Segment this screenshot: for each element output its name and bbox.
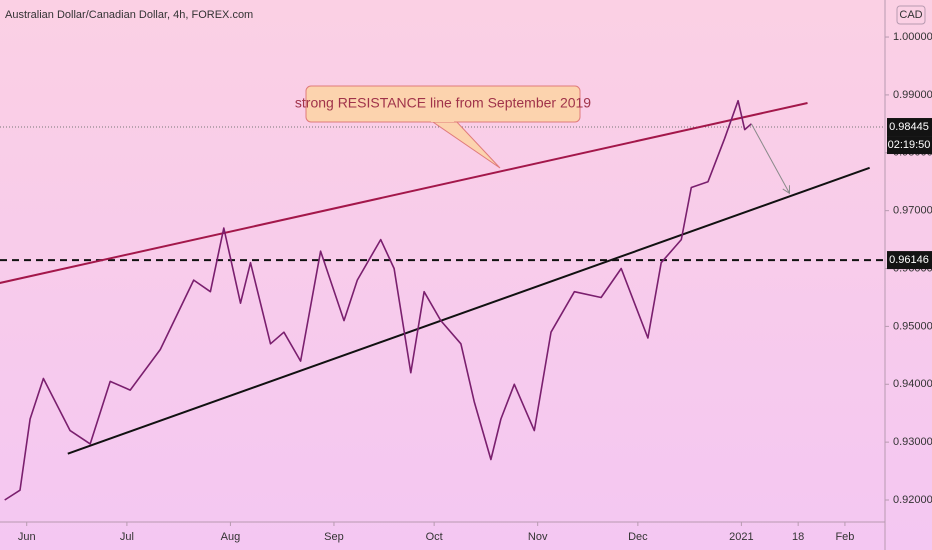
y-tick-label: 0.95000 xyxy=(893,320,932,332)
x-tick-label: Aug xyxy=(221,531,241,543)
x-tick-label: Nov xyxy=(528,531,548,543)
annotation: strong RESISTANCE line from September 20… xyxy=(295,95,591,111)
x-tick-label: 18 xyxy=(792,531,804,543)
y-tick-label: 1.00000 xyxy=(893,31,932,43)
currency-box xyxy=(896,5,926,25)
y-tick-label: 0.92000 xyxy=(893,494,932,506)
y-tick-label: 0.94000 xyxy=(893,378,932,390)
x-tick-label: Dec xyxy=(628,531,648,543)
price-line-series xyxy=(4,99,752,501)
x-tick-label: Sep xyxy=(324,531,344,543)
price-label-box xyxy=(887,251,932,270)
y-tick-label: 0.97000 xyxy=(893,205,932,217)
countdown-box xyxy=(887,136,932,155)
price-label: 0.98445 xyxy=(889,121,929,133)
y-tick-label: 0.99000 xyxy=(893,89,932,101)
x-tick-label: 2021 xyxy=(729,531,753,543)
trend-line xyxy=(67,166,870,455)
price-label: 0.96146 xyxy=(889,254,929,266)
y-axis-label: CAD xyxy=(899,9,922,21)
price-label-box xyxy=(887,118,932,137)
x-tick-label: Jun xyxy=(18,531,36,543)
x-tick-label: Oct xyxy=(426,531,443,543)
y-tick-label: 0.93000 xyxy=(893,436,932,448)
x-tick-label: Jul xyxy=(120,531,134,543)
chart-title: Australian Dollar/Canadian Dollar, 4h, F… xyxy=(5,9,253,21)
trend-line xyxy=(0,102,808,284)
forecast-arrow xyxy=(750,123,790,194)
x-tick-label: Feb xyxy=(835,531,854,543)
callout-cover xyxy=(431,119,454,122)
arrow-head xyxy=(782,185,790,195)
countdown: 02:19:50 xyxy=(888,139,931,151)
